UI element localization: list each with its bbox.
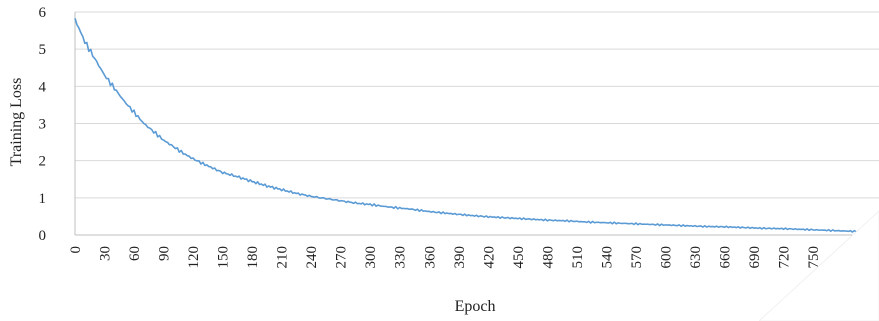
x-tick-label-450: 450 <box>511 246 527 269</box>
x-tick-label-150: 150 <box>216 246 232 269</box>
x-tick-label-660: 660 <box>717 246 733 269</box>
x-axis-ticks: 0 30 60 90 120 150 180 210 240 270 300 330 360 390 420… <box>68 246 879 269</box>
x-tick-label-240: 240 <box>304 246 320 269</box>
y-tick-label-3: 3 <box>39 117 47 133</box>
training-loss-line <box>74 18 879 233</box>
x-tick-label-330: 330 <box>393 246 409 269</box>
plot-area <box>74 18 879 233</box>
x-tick-label-180: 180 <box>245 246 261 269</box>
y-tick-label-4: 4 <box>39 79 47 95</box>
gridlines <box>75 11 879 199</box>
x-tick-label-270: 270 <box>334 246 350 269</box>
x-tick-label-480: 480 <box>540 246 556 269</box>
x-tick-label-510: 510 <box>570 246 586 269</box>
x-tick-label-600: 600 <box>658 246 674 269</box>
x-tick-label-30: 30 <box>98 246 114 261</box>
axes <box>74 12 879 236</box>
x-tick-label-90: 90 <box>157 246 173 261</box>
y-axis-ticks: 0 1 2 3 4 5 6 <box>39 5 47 244</box>
y-tick-label-6: 6 <box>39 5 47 21</box>
x-tick-label-210: 210 <box>275 246 291 269</box>
x-tick-label-540: 540 <box>599 246 615 269</box>
x-tick-label-690: 690 <box>747 246 763 269</box>
x-tick-label-360: 360 <box>422 246 438 269</box>
x-axis-label: Epoch <box>455 298 496 315</box>
x-tick-label-60: 60 <box>127 246 143 261</box>
corner-triangle-decoration <box>759 210 879 321</box>
x-tick-label-420: 420 <box>481 246 497 269</box>
y-tick-label-5: 5 <box>39 42 47 58</box>
x-tick-label-390: 390 <box>452 246 468 269</box>
y-tick-label-1: 1 <box>39 191 47 207</box>
y-axis-label: Training Loss <box>8 78 25 167</box>
x-tick-label-120: 120 <box>186 246 202 269</box>
x-tick-label-300: 300 <box>363 246 379 269</box>
x-tick-label-630: 630 <box>688 246 704 269</box>
x-tick-label-0: 0 <box>68 246 84 254</box>
x-tick-label-750: 750 <box>806 246 822 269</box>
x-tick-label-720: 720 <box>777 246 793 269</box>
x-tick-label-570: 570 <box>629 246 645 269</box>
y-tick-label-0: 0 <box>39 228 47 244</box>
y-tick-label-2: 2 <box>39 154 47 170</box>
